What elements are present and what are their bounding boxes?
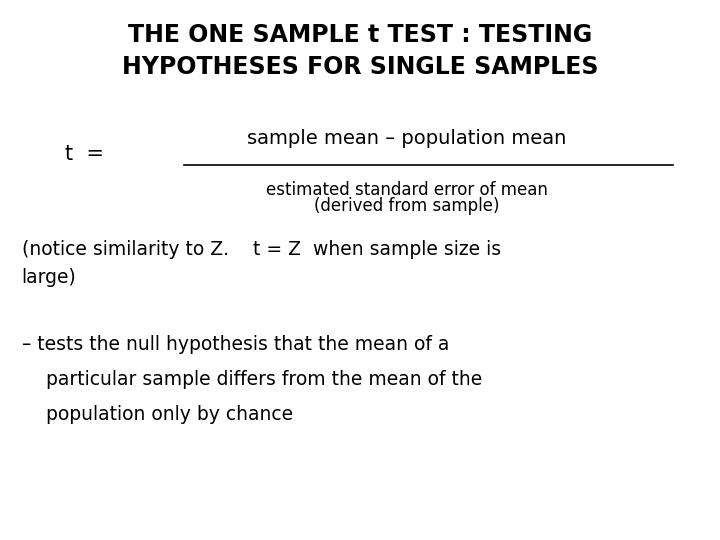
Text: t  =: t = (65, 144, 104, 164)
Text: – tests the null hypothesis that the mean of a: – tests the null hypothesis that the mea… (22, 335, 449, 354)
Text: (derived from sample): (derived from sample) (314, 197, 500, 215)
Text: sample mean – population mean: sample mean – population mean (247, 130, 567, 148)
Text: particular sample differs from the mean of the: particular sample differs from the mean … (22, 370, 482, 389)
Text: THE ONE SAMPLE t TEST : TESTING: THE ONE SAMPLE t TEST : TESTING (128, 23, 592, 47)
Text: estimated standard error of mean: estimated standard error of mean (266, 181, 548, 199)
Text: (notice similarity to Z.    t = Z  when sample size is
large): (notice similarity to Z. t = Z when samp… (22, 240, 500, 287)
Text: HYPOTHESES FOR SINGLE SAMPLES: HYPOTHESES FOR SINGLE SAMPLES (122, 56, 598, 79)
Text: population only by chance: population only by chance (22, 405, 293, 424)
